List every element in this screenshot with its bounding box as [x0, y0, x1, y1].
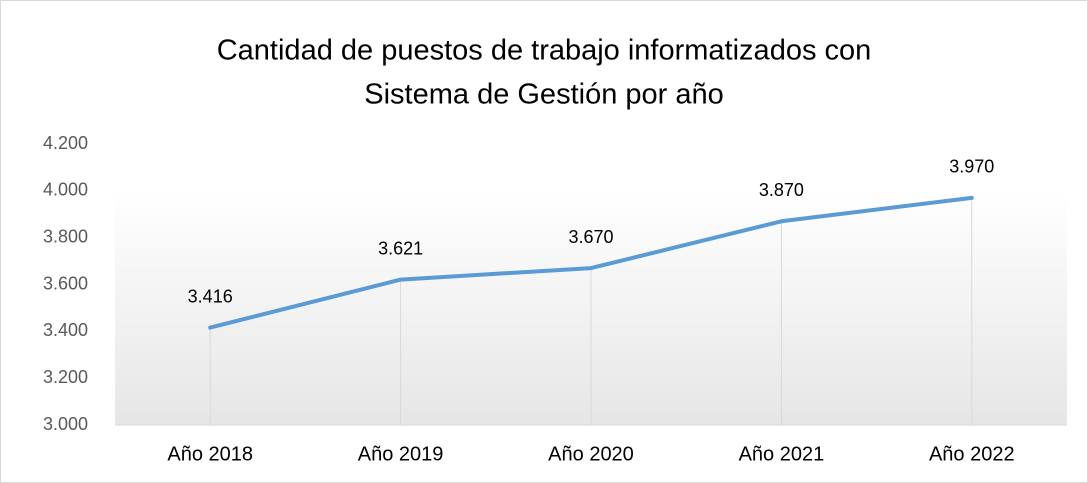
data-label: 3.670 — [568, 227, 613, 247]
x-tick-label: Año 2021 — [739, 443, 825, 465]
chart-title: Sistema de Gestión por año — [364, 79, 723, 111]
y-tick-label: 3.800 — [43, 226, 88, 246]
y-tick-label: 4.200 — [43, 133, 88, 153]
x-tick-label: Año 2018 — [167, 443, 253, 465]
y-tick-label: 4.000 — [43, 180, 88, 200]
data-label: 3.870 — [759, 180, 804, 200]
y-tick-label: 3.400 — [43, 320, 88, 340]
y-tick-label: 3.000 — [43, 414, 88, 434]
data-label: 3.621 — [378, 238, 423, 258]
x-tick-label: Año 2022 — [929, 443, 1015, 465]
x-tick-label: Año 2020 — [548, 443, 634, 465]
data-label: 3.970 — [949, 157, 994, 177]
line — [208, 195, 974, 330]
y-tick-label: 3.600 — [43, 273, 88, 293]
data-label: 3.416 — [188, 286, 233, 306]
chart-title: Cantidad de puestos de trabajo informati… — [217, 35, 872, 67]
x-tick-label: Año 2019 — [358, 443, 444, 465]
y-tick-label: 3.200 — [43, 367, 88, 387]
